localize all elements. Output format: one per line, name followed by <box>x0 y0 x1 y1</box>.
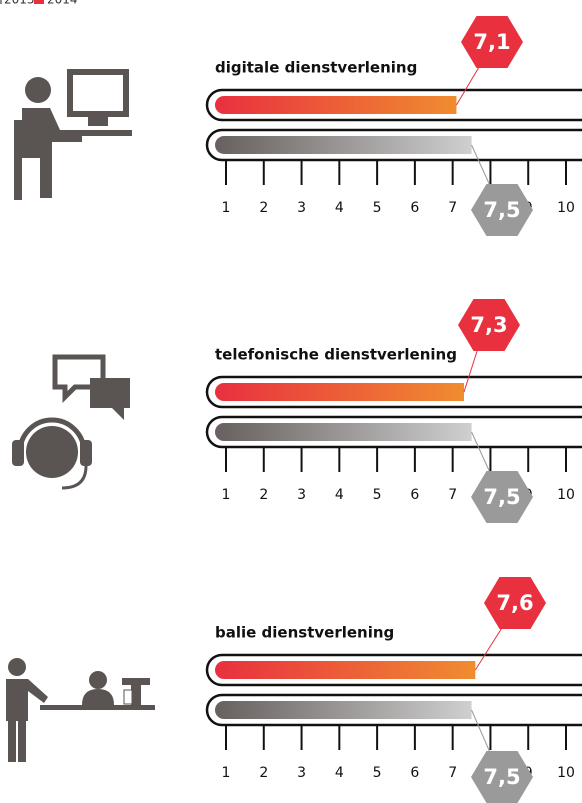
x-tick-label: 1 <box>222 765 231 781</box>
legend-label: 2013 <box>4 0 35 7</box>
x-tick-label: 1 <box>222 487 231 503</box>
connector <box>471 709 493 758</box>
value-badge <box>484 577 546 629</box>
x-tick-label: 6 <box>410 765 419 781</box>
x-tick-label: 7 <box>448 487 457 503</box>
value-label: 7,5 <box>483 198 520 222</box>
x-tick-label: 3 <box>297 200 306 216</box>
x-tick-label: 6 <box>410 487 419 503</box>
x-tick-label: 4 <box>335 487 344 503</box>
connector <box>471 431 493 478</box>
x-tick-label: 5 <box>373 765 382 781</box>
icon-phone <box>12 354 130 490</box>
value-badge <box>471 751 533 803</box>
x-tick-label: 2 <box>259 200 268 216</box>
bar <box>215 661 476 679</box>
value-label: 7,5 <box>483 485 520 509</box>
x-tick-label: 2 <box>259 487 268 503</box>
value-badge <box>471 184 533 236</box>
x-tick-label: 10 <box>557 765 575 781</box>
x-tick-label: 7 <box>448 765 457 781</box>
x-tick-label: 5 <box>373 200 382 216</box>
x-tick-label: 10 <box>557 487 575 503</box>
legend-label: 2014 <box>47 0 78 7</box>
x-tick-label: 6 <box>410 200 419 216</box>
value-badge <box>461 16 523 68</box>
connector <box>474 622 506 671</box>
x-tick-label: 4 <box>335 765 344 781</box>
x-tick-label: 2 <box>259 765 268 781</box>
connector <box>463 344 480 393</box>
bar <box>215 383 464 401</box>
chart-title: telefonische dienstverlening <box>215 346 457 364</box>
value-label: 7,1 <box>473 30 510 54</box>
x-tick-label: 4 <box>335 200 344 216</box>
icon-counter <box>6 658 155 762</box>
bar <box>215 96 457 114</box>
value-label: 7,3 <box>470 313 507 337</box>
x-tick-label: 1 <box>222 200 231 216</box>
connector <box>456 61 483 106</box>
legend-swatch <box>0 0 2 4</box>
bar <box>215 423 472 441</box>
chart-title: digitale dienstverlening <box>215 59 417 77</box>
value-label: 7,5 <box>483 765 520 789</box>
value-badge <box>471 471 533 523</box>
value-label: 7,6 <box>496 591 533 615</box>
x-tick-label: 7 <box>448 200 457 216</box>
x-tick-label: 5 <box>373 487 382 503</box>
value-badge <box>458 299 520 351</box>
connector <box>471 144 493 191</box>
legend-swatch <box>34 0 44 4</box>
bar <box>215 136 472 154</box>
x-tick-label: 3 <box>297 487 306 503</box>
icon-computer <box>14 69 132 200</box>
x-tick-label: 3 <box>297 765 306 781</box>
chart-title: balie dienstverlening <box>215 624 394 642</box>
x-tick-label: 10 <box>557 200 575 216</box>
bar <box>215 701 472 719</box>
